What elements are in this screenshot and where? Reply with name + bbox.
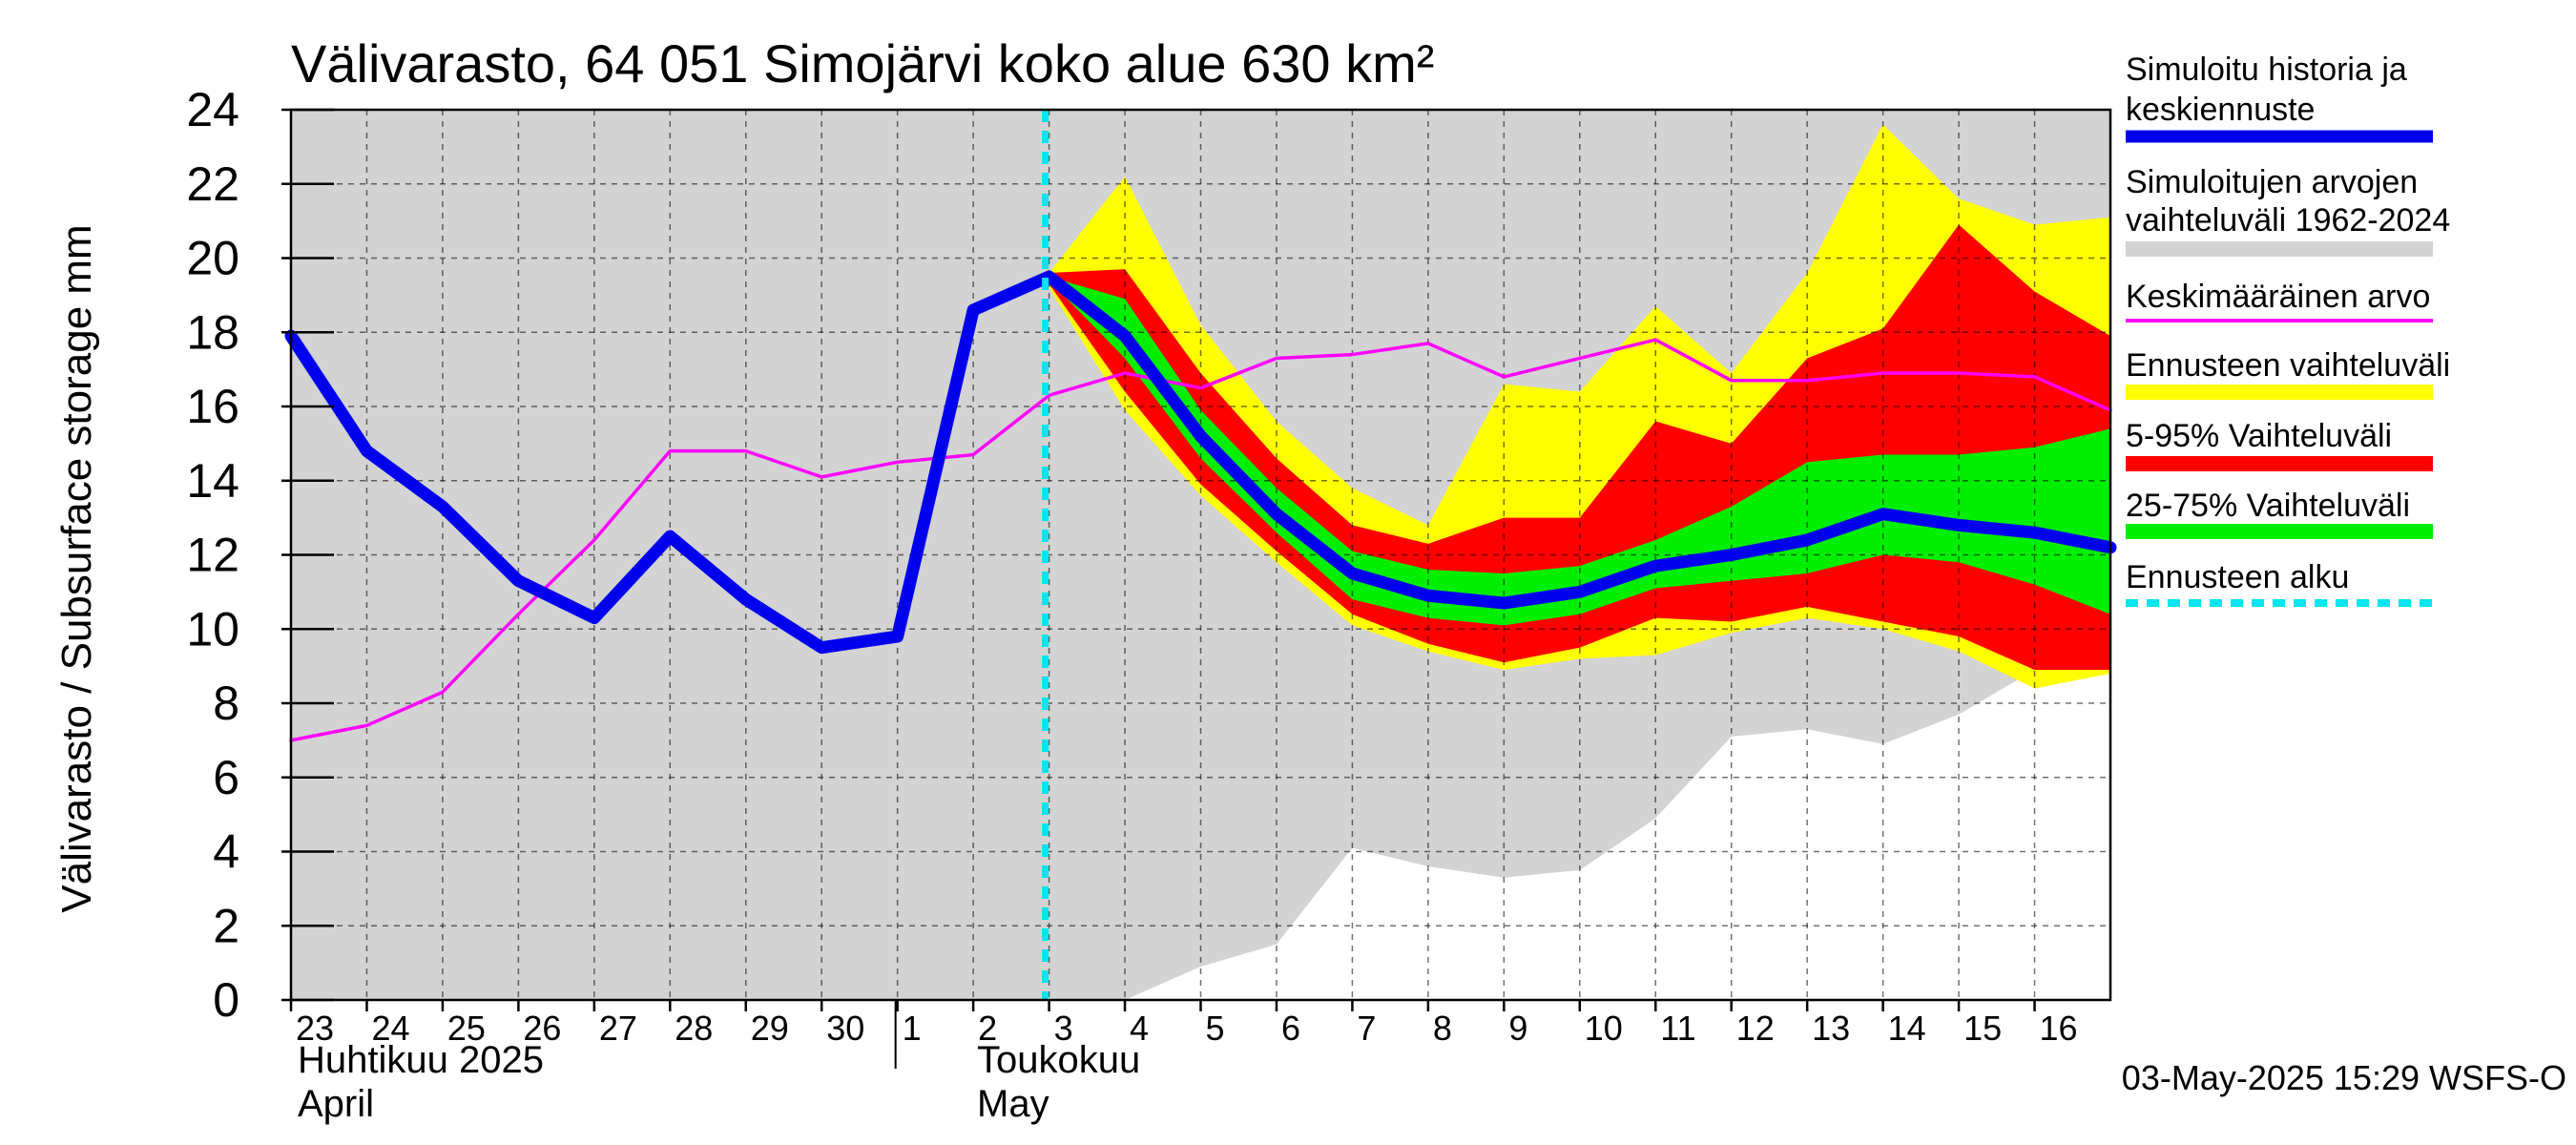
legend-label: Ennusteen vaihteluväli bbox=[2126, 347, 2450, 384]
legend-label: Simuloitu historia ja bbox=[2126, 52, 2407, 88]
x-tick-label: 16 bbox=[2040, 1009, 2078, 1048]
x-tick-label: 23 bbox=[296, 1009, 334, 1048]
month-label-may-fi: Toukokuu bbox=[977, 1039, 1140, 1081]
x-tick-label: 12 bbox=[1736, 1009, 1775, 1048]
simulated-line bbox=[284, 270, 2117, 655]
x-tick-label: 7 bbox=[1357, 1009, 1376, 1048]
legend-label: 5-95% Vaihteluväli bbox=[2126, 418, 2392, 454]
legend-item-p595: 5-95% Vaihteluväli bbox=[2126, 418, 2433, 471]
legend-label: Simuloitujen arvojen bbox=[2126, 164, 2418, 200]
x-tick-label: 14 bbox=[1888, 1009, 1926, 1048]
x-tick-label: 8 bbox=[1433, 1009, 1452, 1048]
x-axis: 23 24 25 26 27 28 29 30 1 2 3 4 5 6 7 8 9 10 11 12 13 14 15 16 bbox=[289, 1000, 2078, 1069]
legend-label: vaihteluväli 1962-2024 bbox=[2126, 202, 2450, 239]
legend-item-start: Ennusteen alku bbox=[2126, 559, 2433, 607]
y-tick-label: 14 bbox=[186, 454, 239, 508]
x-tick-label: 13 bbox=[1812, 1009, 1850, 1048]
y-tick-label: 4 bbox=[213, 825, 239, 879]
x-tick-label: 15 bbox=[1963, 1009, 2002, 1048]
y-tick-label: 10 bbox=[186, 602, 239, 656]
x-tick-label: 30 bbox=[826, 1009, 864, 1048]
footer-timestamp: 03-May-2025 15:29 WSFS-O bbox=[2122, 1058, 2566, 1097]
x-tick-label: 26 bbox=[523, 1009, 561, 1048]
legend-item-hist: Simuloitu historia ja keskiennuste bbox=[2126, 52, 2433, 143]
y-tick-label: 16 bbox=[186, 380, 239, 433]
x-tick-label: 2 bbox=[978, 1009, 997, 1048]
legend-item-p2575: 25-75% Vaihteluväli bbox=[2126, 488, 2433, 539]
y-tick-label: 8 bbox=[213, 677, 239, 730]
legend-label: Ennusteen alku bbox=[2126, 559, 2349, 595]
legend-label: 25-75% Vaihteluväli bbox=[2126, 488, 2410, 524]
x-tick-label: 5 bbox=[1206, 1009, 1225, 1048]
y-tick-label: 20 bbox=[186, 232, 239, 285]
legend-label: keskiennuste bbox=[2126, 92, 2315, 128]
legend-label: Keskimääräinen arvo bbox=[2126, 279, 2430, 315]
x-tick-label: 3 bbox=[1054, 1009, 1073, 1048]
x-tick-label: 27 bbox=[599, 1009, 637, 1048]
x-tick-label: 29 bbox=[751, 1009, 789, 1048]
chart-title: Välivarasto, 64 051 Simojärvi koko alue … bbox=[291, 33, 1434, 94]
y-tick-label: 6 bbox=[213, 751, 239, 804]
x-tick-label: 1 bbox=[903, 1009, 922, 1048]
month-label-april-en: April bbox=[298, 1083, 374, 1125]
plot-area bbox=[284, 108, 2117, 1002]
y-tick-label: 12 bbox=[186, 529, 239, 582]
legend: Simuloitu historia jakeskiennusteSimuloi… bbox=[2126, 52, 2450, 607]
x-tick-label: 10 bbox=[1585, 1009, 1623, 1048]
y-tick-label: 0 bbox=[213, 973, 239, 1027]
y-tick-label: 2 bbox=[213, 899, 239, 952]
x-tick-label: 24 bbox=[371, 1009, 409, 1048]
x-tick-label: 4 bbox=[1130, 1009, 1149, 1048]
mean-line bbox=[289, 338, 2112, 742]
month-label-may-en: May bbox=[977, 1083, 1049, 1125]
y-tick-label: 24 bbox=[186, 83, 239, 136]
legend-item-mean: Keskimääräinen arvo bbox=[2126, 279, 2433, 323]
x-tick-label: 28 bbox=[675, 1009, 713, 1048]
y-tick-label: 22 bbox=[186, 157, 239, 211]
x-tick-label: 9 bbox=[1508, 1009, 1527, 1048]
month-label-april-fi: Huhtikuu 2025 bbox=[298, 1039, 544, 1081]
legend-item-fc: Ennusteen vaihteluväli bbox=[2126, 347, 2450, 400]
x-tick-label: 25 bbox=[447, 1009, 486, 1048]
x-tick-label: 11 bbox=[1660, 1009, 1695, 1048]
x-tick-label: 6 bbox=[1281, 1009, 1300, 1048]
y-axis-label: Välivarasto / Subsurface storage mm bbox=[53, 224, 100, 912]
y-tick-label: 18 bbox=[186, 305, 239, 359]
